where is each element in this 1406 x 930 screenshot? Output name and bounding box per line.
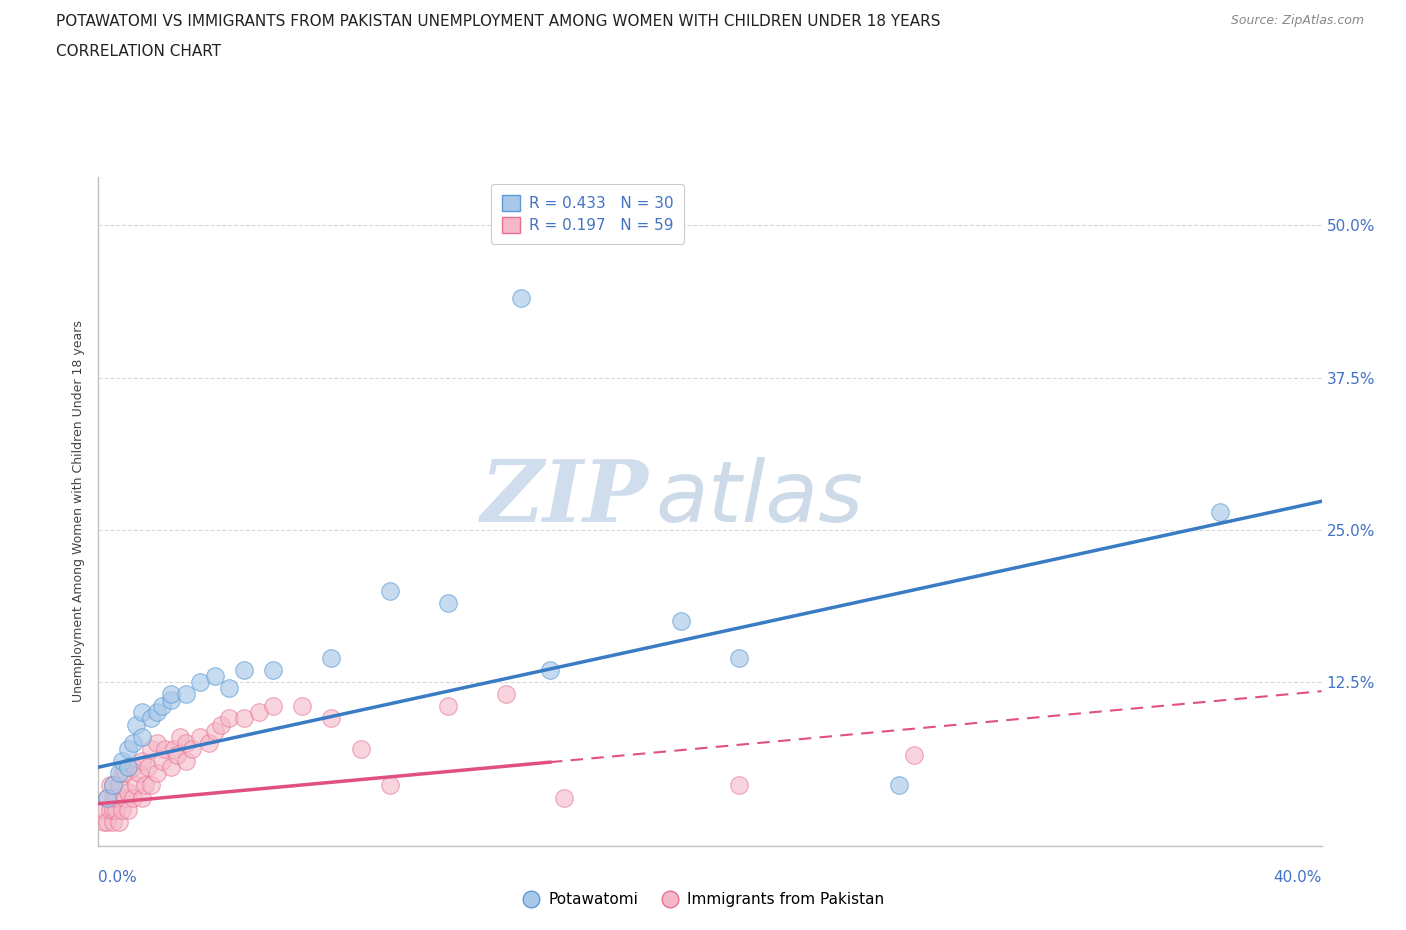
Point [247,705,270,720]
Point [437,595,460,610]
Point [1208,504,1232,519]
Point [101,803,124,817]
Point [233,711,256,726]
Point [903,748,925,763]
Point [93,815,115,830]
Point [291,698,314,713]
Point [122,790,145,805]
Point [155,741,177,756]
Point [728,778,751,793]
Point [108,815,131,830]
Point [117,760,139,775]
Text: 0.0%: 0.0% [98,870,138,884]
Point [139,711,162,726]
Point [218,681,240,696]
Point [122,760,145,775]
Point [114,765,136,780]
Point [209,717,232,732]
Point [174,753,197,768]
Point [262,698,284,713]
Point [160,686,183,701]
Legend: Potawatomi, Immigrants from Pakistan: Potawatomi, Immigrants from Pakistan [516,886,890,913]
Point [101,778,124,793]
Legend: R = 0.433   N = 30, R = 0.197   N = 59: R = 0.433 N = 30, R = 0.197 N = 59 [491,184,685,244]
Point [96,790,118,805]
Point [131,705,153,720]
Point [125,778,148,793]
Point [114,790,136,805]
Point [198,736,221,751]
Point [509,291,531,306]
Point [160,693,183,708]
Point [669,614,692,629]
Text: 40.0%: 40.0% [1274,870,1322,884]
Text: POTAWATOMI VS IMMIGRANTS FROM PAKISTAN UNEMPLOYMENT AMONG WOMEN WITH CHILDREN UN: POTAWATOMI VS IMMIGRANTS FROM PAKISTAN U… [56,14,941,29]
Point [101,815,124,830]
Point [262,662,284,677]
Point [349,741,371,756]
Point [160,760,183,775]
Y-axis label: Unemployment Among Women with Children Under 18 years: Unemployment Among Women with Children U… [72,321,86,702]
Point [180,741,202,756]
Point [169,729,191,744]
Point [218,711,240,726]
Point [378,778,401,793]
Point [117,784,139,799]
Point [204,669,226,684]
Point [204,724,226,738]
Point [108,765,131,780]
Point [188,674,212,689]
Point [111,753,134,768]
Point [174,736,197,751]
Point [104,790,127,805]
Point [117,803,139,817]
Point [163,741,186,756]
Point [131,753,153,768]
Point [104,803,127,817]
Text: atlas: atlas [655,457,863,539]
Point [117,741,139,756]
Point [145,705,167,720]
Point [93,803,115,817]
Point [136,760,159,775]
Point [553,790,575,805]
Point [321,711,343,726]
Text: Source: ZipAtlas.com: Source: ZipAtlas.com [1230,14,1364,27]
Point [495,686,517,701]
Point [145,765,167,780]
Point [538,662,561,677]
Point [378,583,401,598]
Point [125,717,148,732]
Point [131,790,153,805]
Text: ZIP: ZIP [481,457,650,539]
Point [188,729,212,744]
Point [134,778,156,793]
Point [98,778,121,793]
Point [174,686,197,701]
Point [152,753,174,768]
Point [166,748,188,763]
Point [728,650,751,665]
Point [122,736,145,751]
Point [437,698,460,713]
Point [321,650,343,665]
Point [889,778,911,793]
Point [128,765,150,780]
Point [108,778,131,793]
Point [111,765,134,780]
Point [96,815,118,830]
Point [101,778,124,793]
Point [111,803,134,817]
Point [101,790,124,805]
Point [139,741,162,756]
Point [145,736,167,751]
Point [152,698,174,713]
Point [96,790,118,805]
Point [98,803,121,817]
Point [233,662,256,677]
Point [117,760,139,775]
Point [139,778,162,793]
Text: CORRELATION CHART: CORRELATION CHART [56,44,221,59]
Point [131,729,153,744]
